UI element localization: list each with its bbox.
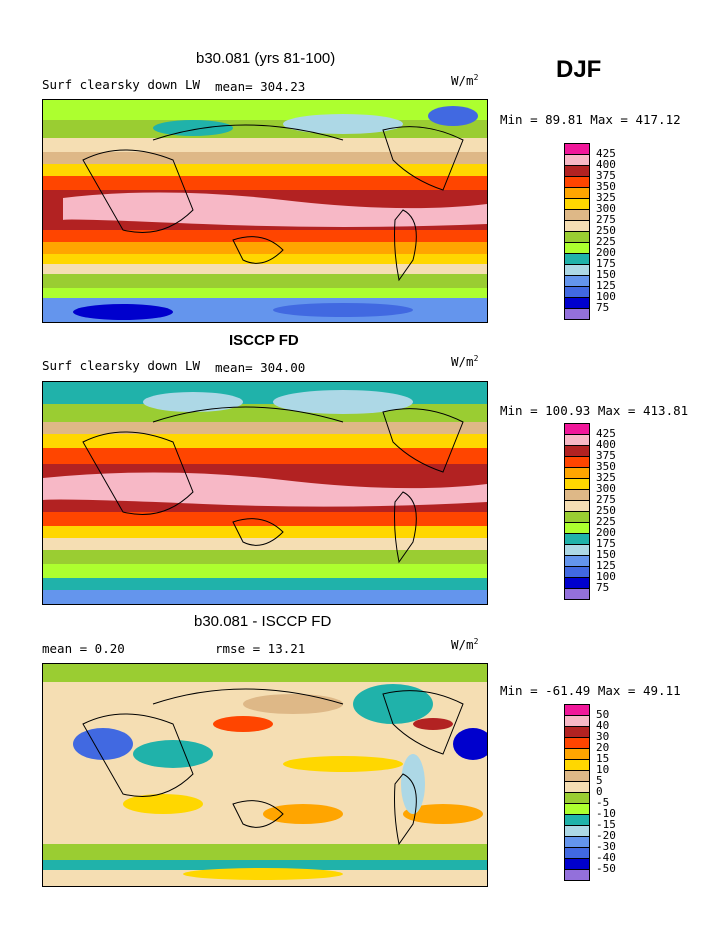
panel-1-map [42, 99, 488, 323]
panel-3-colorbar-label: -10 [596, 807, 616, 820]
panel-2-colorbar: 425 400 375 350 325 300 275 250 225 200 … [564, 423, 634, 615]
panel-2-colorbar-label: 425 [596, 427, 616, 440]
panel-1-colorbar-label: 400 [596, 158, 616, 171]
panel-2-colorbar-swatch [564, 588, 590, 600]
panel-2-title: ISCCP FD [229, 332, 299, 349]
panel-3-min-max: Min = -61.49 Max = 49.11 [500, 683, 681, 698]
panel-1-mean-label: mean= 304.23 [215, 79, 306, 94]
panel-3-title: b30.081 - ISCCP FD [194, 613, 332, 630]
panel-2-units: W/m2 [451, 354, 479, 370]
panel-2-colorbar-label: 250 [596, 504, 616, 517]
panel-2-colorbar-label: 275 [596, 493, 616, 506]
panel-3-colorbar-label: 40 [596, 719, 610, 732]
panel-3-colorbar-swatch [564, 869, 590, 881]
panel-2-colorbar-label: 400 [596, 438, 616, 451]
panel-2-map [42, 381, 488, 605]
panel-1-colorbar-label: 425 [596, 147, 616, 160]
panel-2-colorbar-label: 200 [596, 526, 616, 539]
panel-2-colorbar-label: 175 [596, 537, 616, 550]
panel-2-variable-label: Surf clearsky down LW [42, 358, 201, 373]
panel-1-colorbar-label: 100 [596, 290, 616, 303]
panel-2-map-field [43, 382, 487, 604]
panel-1-colorbar-label: 375 [596, 169, 616, 182]
panel-2-colorbar-label: 350 [596, 460, 616, 473]
panel-3-map [42, 663, 488, 887]
panel-3-colorbar-label: 30 [596, 730, 610, 743]
panel-1-colorbar-label: 175 [596, 257, 616, 270]
panel-1-min-max: Min = 89.81 Max = 417.12 [500, 112, 681, 127]
panel-1-colorbar-label: 350 [596, 180, 616, 193]
panel-2-mean-label: mean= 304.00 [215, 360, 306, 375]
panel-3-colorbar-label: -20 [596, 829, 616, 842]
panel-1-colorbar-label: 200 [596, 246, 616, 259]
panel-2-colorbar-label: 100 [596, 570, 616, 583]
panel-1-colorbar-label: 150 [596, 268, 616, 281]
panel-3-units: W/m2 [451, 637, 479, 653]
season-label: DJF [556, 56, 602, 83]
panel-1-colorbar-label: 325 [596, 191, 616, 204]
panel-3-colorbar-label: -5 [596, 796, 610, 809]
panel-1-units: W/m2 [451, 73, 479, 89]
panel-1-title: b30.081 (yrs 81-100) [196, 50, 336, 67]
panel-1-map-field [43, 100, 487, 322]
panel-3-colorbar-label: 10 [596, 763, 610, 776]
panel-1-colorbar-label: 250 [596, 224, 616, 237]
panel-1-colorbar-label: 225 [596, 235, 616, 248]
panel-1-variable-label: Surf clearsky down LW [42, 77, 201, 92]
panel-2-colorbar-label: 375 [596, 449, 616, 462]
panel-3-colorbar-label: -40 [596, 851, 616, 864]
panel-2-colorbar-label: 75 [596, 581, 610, 594]
panel-3-map-field [43, 664, 487, 886]
panel-3-colorbar-label: 50 [596, 708, 610, 721]
panel-3-colorbar-label: 15 [596, 752, 610, 765]
panel-3-colorbar-label: -50 [596, 862, 616, 875]
panel-3-rmse-label: rmse = 13.21 [215, 641, 306, 656]
panel-1-colorbar: 425 400 375 350 325 300 275 250 225 200 … [564, 143, 634, 335]
panel-2-colorbar-label: 325 [596, 471, 616, 484]
panel-1-colorbar-swatch [564, 308, 590, 320]
panel-3-colorbar: 50 40 30 20 15 10 5 0 -5 -10 -15 -20 -30… [564, 704, 634, 896]
panel-3-colorbar-label: 0 [596, 785, 603, 798]
panel-2-min-max: Min = 100.93 Max = 413.81 [500, 403, 689, 418]
panel-2-colorbar-label: 300 [596, 482, 616, 495]
panel-2-colorbar-label: 225 [596, 515, 616, 528]
panel-1-colorbar-label: 75 [596, 301, 610, 314]
panel-1-colorbar-label: 125 [596, 279, 616, 292]
panel-3-colorbar-label: -30 [596, 840, 616, 853]
panel-2-colorbar-label: 125 [596, 559, 616, 572]
panel-1-colorbar-label: 275 [596, 213, 616, 226]
panel-3-colorbar-label: 20 [596, 741, 610, 754]
panel-3-colorbar-label: 5 [596, 774, 603, 787]
panel-3-mean-label: mean = 0.20 [42, 641, 125, 656]
panel-3-colorbar-label: -15 [596, 818, 616, 831]
panel-1-colorbar-label: 300 [596, 202, 616, 215]
panel-2-colorbar-label: 150 [596, 548, 616, 561]
